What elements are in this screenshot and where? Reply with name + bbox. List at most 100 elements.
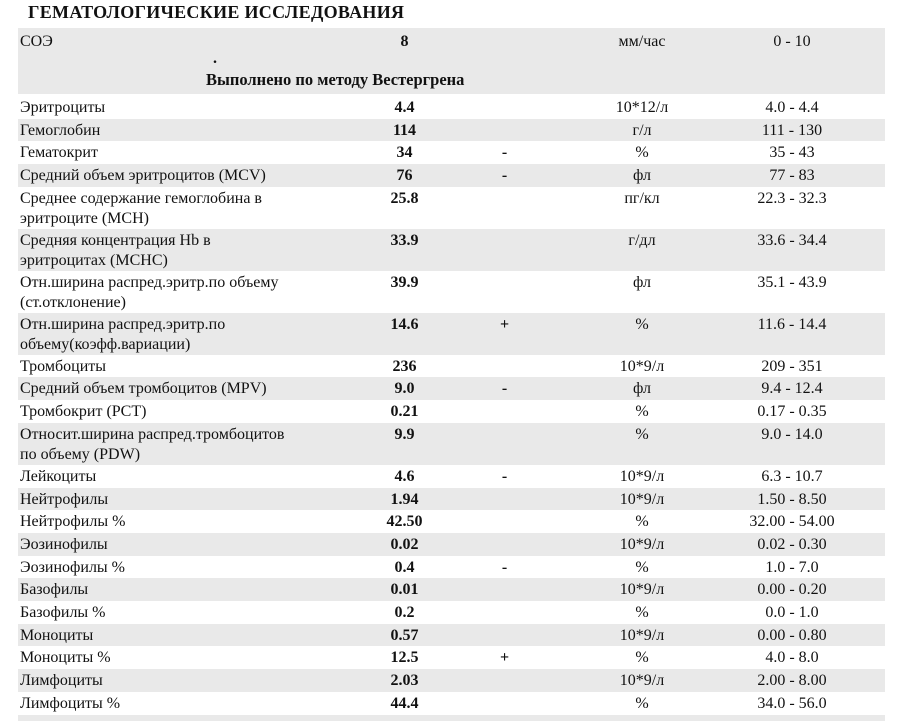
test-units: % bbox=[635, 558, 649, 576]
test-value: 0.4 bbox=[394, 558, 415, 576]
table-row: Отн.ширина распред.эритр.по объему(коэфф… bbox=[18, 312, 885, 355]
bottom-row-partial bbox=[18, 714, 885, 721]
test-units: % bbox=[635, 144, 649, 162]
test-flag: - bbox=[501, 467, 508, 485]
test-units: фл bbox=[633, 380, 651, 398]
test-range: 9.0 - 14.0 bbox=[761, 425, 823, 443]
test-name: Отн.ширина распред.эритр.по объему (ст.о… bbox=[20, 273, 279, 311]
test-name: Тромбокрит (PCT) bbox=[20, 403, 147, 421]
test-range: 209 - 351 bbox=[761, 357, 823, 375]
test-units: 10*9/л bbox=[619, 467, 665, 485]
test-units: % bbox=[635, 403, 649, 421]
test-range: 0.0 - 1.0 bbox=[765, 603, 819, 621]
test-value: 12.5 bbox=[390, 649, 419, 667]
test-name: Базофилы bbox=[20, 581, 89, 599]
soe-section: СОЭ 8 мм/час 0 - 10 . Выполнено по метод… bbox=[18, 28, 885, 94]
test-name: Лимфоциты % bbox=[20, 694, 121, 712]
test-range: 33.6 - 34.4 bbox=[757, 231, 827, 249]
table-row: Моноциты 0.57 10*9/л 0.00 - 0.80 bbox=[18, 623, 885, 647]
test-units: 10*12/л bbox=[615, 99, 669, 116]
test-name: Эозинофилы bbox=[20, 535, 108, 553]
test-units: 10*9/л bbox=[619, 626, 665, 644]
test-value: 33.9 bbox=[390, 231, 419, 249]
test-range: 0.00 - 0.20 bbox=[757, 581, 827, 599]
test-range: 6.3 - 10.7 bbox=[761, 467, 823, 485]
test-range: 11.6 - 14.4 bbox=[757, 315, 827, 333]
table-row: Средний объем тромбоцитов (MPV) 9.0 - фл 9.4… bbox=[18, 377, 885, 401]
test-units: % bbox=[635, 649, 649, 667]
test-range: 9.4 - 12.4 bbox=[761, 380, 823, 398]
table-row: Нейтрофилы 1.94 10*9/л 1.50 - 8.50 bbox=[18, 487, 885, 511]
test-units: 10*9/л bbox=[619, 672, 665, 689]
test-value: 4.6 bbox=[394, 467, 415, 485]
test-name: Моноциты % bbox=[20, 649, 111, 667]
table-row: Эозинофилы 0.02 10*9/л 0.02 - 0.30 bbox=[18, 532, 885, 556]
test-range: 1.50 - 8.50 bbox=[757, 490, 827, 508]
test-range: 0.02 - 0.30 bbox=[757, 535, 827, 553]
test-units: фл bbox=[633, 167, 651, 185]
test-name: СОЭ bbox=[20, 33, 53, 50]
test-units: 10*9/л bbox=[619, 581, 665, 599]
test-value: 0.01 bbox=[390, 581, 419, 599]
test-name: Средний объем тромбоцитов (MPV) bbox=[20, 380, 267, 398]
test-value: 34 bbox=[396, 144, 413, 162]
test-name: Базофилы % bbox=[20, 603, 106, 621]
table-row: Средний объем эритроцитов (MCV) 76 - фл 77 -… bbox=[18, 164, 885, 187]
table-row: Лейкоциты 4.6 - 10*9/л 6.3 - 10.7 bbox=[18, 465, 885, 488]
test-flag bbox=[457, 32, 552, 52]
table-row: Базофилы 0.01 10*9/л 0.00 - 0.20 bbox=[18, 578, 885, 601]
test-units: г/л bbox=[632, 121, 652, 139]
test-value: 2.03 bbox=[390, 672, 419, 689]
test-value: 9.9 bbox=[394, 425, 415, 443]
test-units: 10*9/л bbox=[619, 357, 665, 375]
test-range: 22.3 - 32.3 bbox=[757, 189, 827, 207]
test-range: 4.0 - 4.4 bbox=[765, 99, 819, 116]
test-value: 114 bbox=[392, 121, 417, 139]
dot-mark: . bbox=[213, 50, 217, 67]
test-name: Эозинофилы % bbox=[20, 558, 125, 576]
test-flag: + bbox=[499, 315, 510, 333]
test-units: пг/кл bbox=[624, 189, 660, 207]
results-table: Эритроциты 4.4 10*12/л 4.0 - 4.4 Гемоглобин 1… bbox=[0, 96, 900, 714]
table-row: Эозинофилы % 0.4 -% 1.0 - 7.0 bbox=[18, 556, 885, 579]
table-row: Эритроциты 4.4 10*12/л 4.0 - 4.4 bbox=[18, 96, 885, 119]
test-name: Моноциты bbox=[20, 626, 94, 644]
test-range: 77 - 83 bbox=[769, 167, 815, 185]
test-name: Эритроциты bbox=[20, 99, 106, 116]
test-units: г/дл bbox=[628, 231, 656, 249]
test-units: % bbox=[635, 694, 649, 712]
test-range: 0.00 - 0.80 bbox=[757, 626, 827, 644]
table-row: Относит.ширина распред.тромбоцитов по об… bbox=[18, 422, 885, 465]
test-units: 10*9/л bbox=[619, 535, 665, 553]
test-name: Гематокрит bbox=[20, 144, 98, 162]
test-name: Среднее содержание гемоглобина в эритроц… bbox=[20, 189, 262, 227]
test-units: % bbox=[635, 315, 649, 333]
table-row: Среднее содержание гемоглобина в эритроц… bbox=[18, 187, 885, 229]
test-name: Лимфоциты bbox=[20, 672, 103, 689]
test-name: Лейкоциты bbox=[20, 467, 97, 485]
test-value: 25.8 bbox=[390, 189, 419, 207]
test-range: 1.0 - 7.0 bbox=[765, 558, 819, 576]
table-row: Нейтрофилы % 42.50% 32.00 - 54.00 bbox=[18, 510, 885, 533]
table-row: Лимфоциты 2.03 10*9/л 2.00 - 8.00 bbox=[18, 669, 885, 692]
test-units: % bbox=[635, 603, 649, 621]
test-value: 0.02 bbox=[390, 535, 419, 553]
test-value: 0.57 bbox=[390, 626, 419, 644]
test-value: 9.0 bbox=[394, 380, 415, 398]
test-units: фл bbox=[633, 273, 651, 291]
test-name: Нейтрофилы bbox=[20, 490, 109, 508]
method-note: Выполнено по методу Вестергрена bbox=[206, 70, 465, 89]
test-value: 8 bbox=[400, 33, 409, 50]
test-name: Нейтрофилы % bbox=[20, 513, 126, 531]
test-flag: - bbox=[501, 167, 508, 185]
table-row: Базофилы % 0.2% 0.0 - 1.0 bbox=[18, 601, 885, 624]
table-row: Лимфоциты % 44.4% 34.0 - 56.0 bbox=[18, 692, 885, 715]
test-name: Гемоглобин bbox=[20, 121, 101, 139]
test-flag: - bbox=[501, 558, 508, 576]
test-flag: - bbox=[501, 144, 508, 162]
test-value: 42.50 bbox=[386, 513, 423, 531]
test-range: 4.0 - 8.0 bbox=[765, 649, 819, 667]
table-row: Гематокрит 34 -% 35 - 43 bbox=[18, 141, 885, 164]
table-row: Средняя концентрация Hb в эритроцитах (M… bbox=[18, 228, 885, 271]
